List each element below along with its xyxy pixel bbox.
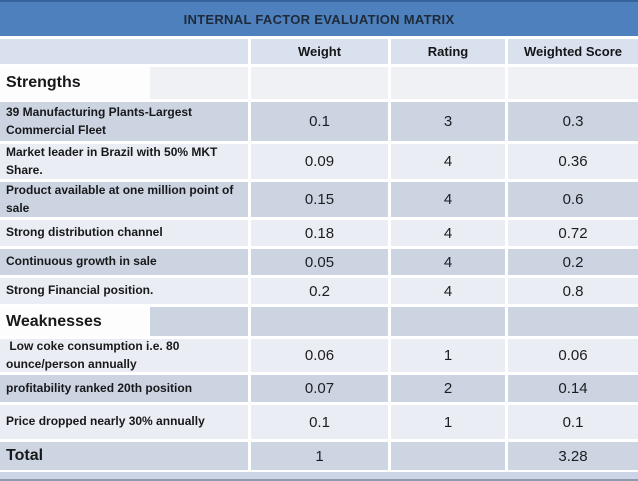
weight-cell: 0.1 xyxy=(251,405,388,439)
rating-cell: 2 xyxy=(391,375,505,402)
weighted-score-cell: 0.1 xyxy=(508,405,638,439)
weight-cell: 0.1 xyxy=(251,102,388,141)
weight-cell: 0.09 xyxy=(251,144,388,179)
factor-label-cell: Product available at one million point o… xyxy=(0,182,248,217)
weight-cell: 0.06 xyxy=(251,339,388,372)
weighted-score-cell: 0.3 xyxy=(508,102,638,141)
total-weight-cell: 1 xyxy=(251,442,388,470)
next-slide-edge-strip xyxy=(0,472,638,481)
table-row: Market leader in Brazil with 50% MKT Sha… xyxy=(0,144,638,179)
factor-label-cell: Strong distribution channel xyxy=(0,220,248,246)
total-rating-cell xyxy=(391,442,505,470)
section-label-patch xyxy=(0,67,150,99)
header-cell-factor xyxy=(0,39,248,64)
section-label-cell: Weaknesses xyxy=(0,307,248,336)
title-bar: INTERNAL FACTOR EVALUATION MATRIX xyxy=(0,0,638,36)
table-row: profitability ranked 20th position 0.07 … xyxy=(0,375,638,402)
header-cell-weight: Weight xyxy=(251,39,388,64)
weighted-score-cell: 0.6 xyxy=(508,182,638,217)
total-label-cell: Total xyxy=(0,442,248,470)
factor-label-cell: Market leader in Brazil with 50% MKT Sha… xyxy=(0,144,248,179)
weight-cell: 0.07 xyxy=(251,375,388,402)
table-row: Strong Financial position. 0.2 4 0.8 xyxy=(0,278,638,304)
rating-cell: 4 xyxy=(391,182,505,217)
section-row-weaknesses: Weaknesses xyxy=(0,307,638,336)
table-row: Product available at one million point o… xyxy=(0,182,638,217)
table-row: Price dropped nearly 30% annually 0.1 1 … xyxy=(0,405,638,439)
rating-cell: 4 xyxy=(391,278,505,304)
table-row: Continuous growth in sale 0.05 4 0.2 xyxy=(0,249,638,275)
factor-label-cell: profitability ranked 20th position xyxy=(0,375,248,402)
table-row: Low coke consumption i.e. 80 ounce/perso… xyxy=(0,339,638,372)
weight-cell: 0.2 xyxy=(251,278,388,304)
empty-cell xyxy=(508,307,638,336)
table-row: 39 Manufacturing Plants-Largest Commerci… xyxy=(0,102,638,141)
factor-label-cell: Low coke consumption i.e. 80 ounce/perso… xyxy=(0,339,248,372)
header-cell-weighted-score: Weighted Score xyxy=(508,39,638,64)
empty-cell xyxy=(508,67,638,99)
total-weighted-score-cell: 3.28 xyxy=(508,442,638,470)
total-row: Total 1 3.28 xyxy=(0,442,638,470)
factor-label-cell: Price dropped nearly 30% annually xyxy=(0,405,248,439)
weighted-score-cell: 0.06 xyxy=(508,339,638,372)
rating-cell: 1 xyxy=(391,339,505,372)
section-title: Weaknesses xyxy=(6,312,102,330)
rating-cell: 1 xyxy=(391,405,505,439)
factor-label-cell: 39 Manufacturing Plants-Largest Commerci… xyxy=(0,102,248,141)
section-label-patch xyxy=(0,307,150,336)
section-row-strengths: Strengths xyxy=(0,67,638,99)
rating-cell: 4 xyxy=(391,144,505,179)
factor-label-cell: Continuous growth in sale xyxy=(0,249,248,275)
empty-cell xyxy=(391,307,505,336)
header-cell-rating: Rating xyxy=(391,39,505,64)
rating-cell: 4 xyxy=(391,249,505,275)
empty-cell xyxy=(391,67,505,99)
weight-cell: 0.15 xyxy=(251,182,388,217)
weighted-score-cell: 0.14 xyxy=(508,375,638,402)
section-title: Strengths xyxy=(6,74,81,91)
table-header-row: Weight Rating Weighted Score xyxy=(0,39,638,64)
weighted-score-cell: 0.8 xyxy=(508,278,638,304)
weighted-score-cell: 0.72 xyxy=(508,220,638,246)
slide-title: INTERNAL FACTOR EVALUATION MATRIX xyxy=(183,11,455,27)
rating-cell: 3 xyxy=(391,102,505,141)
weight-cell: 0.05 xyxy=(251,249,388,275)
empty-cell xyxy=(251,307,388,336)
weighted-score-cell: 0.36 xyxy=(508,144,638,179)
weight-cell: 0.18 xyxy=(251,220,388,246)
empty-cell xyxy=(251,67,388,99)
table-row: Strong distribution channel 0.18 4 0.72 xyxy=(0,220,638,246)
weighted-score-cell: 0.2 xyxy=(508,249,638,275)
section-label-cell: Strengths xyxy=(0,67,248,99)
rating-cell: 4 xyxy=(391,220,505,246)
factor-label-cell: Strong Financial position. xyxy=(0,278,248,304)
